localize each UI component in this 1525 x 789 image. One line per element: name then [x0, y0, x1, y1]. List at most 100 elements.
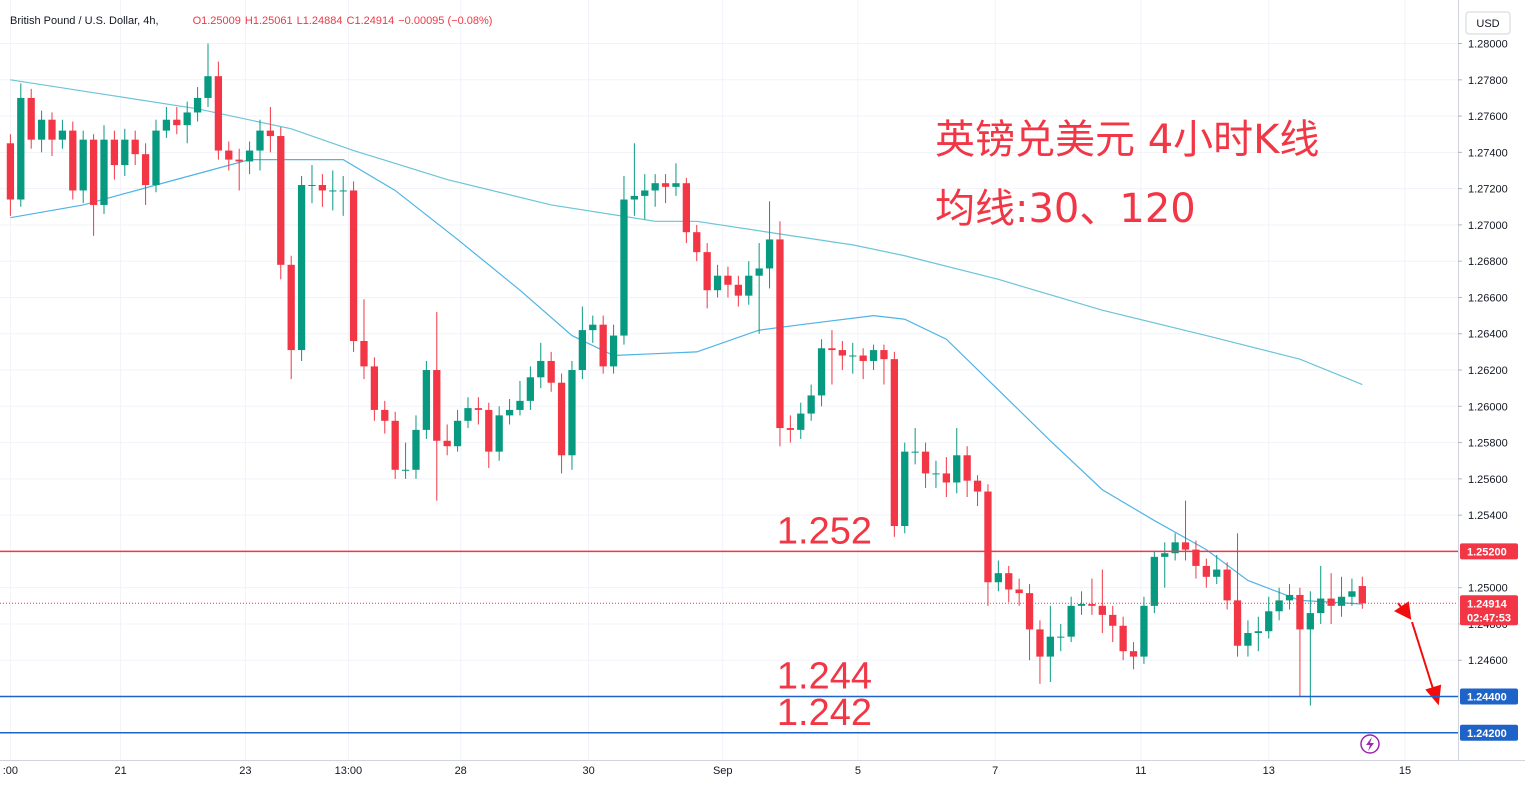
candle-body	[1358, 586, 1366, 604]
y-tick-label: 1.27600	[1468, 111, 1508, 123]
candle-body	[901, 451, 909, 527]
candle-body	[58, 130, 67, 140]
candle-body	[339, 190, 347, 192]
y-tick-label: 1.25800	[1468, 438, 1508, 450]
candle-body	[1005, 573, 1013, 590]
candle-body	[984, 491, 992, 583]
candle-body	[297, 185, 306, 351]
candle-body	[1046, 636, 1054, 657]
level-tag	[1460, 543, 1518, 560]
candle-body	[942, 473, 950, 483]
candle-body	[1233, 600, 1242, 646]
candle-body	[1150, 556, 1158, 606]
icon-bolt	[1366, 737, 1374, 751]
currency-box[interactable]	[1465, 11, 1511, 35]
symbol-title: British Pound / U.S. Dollar, 4h,	[10, 15, 159, 27]
candle-body	[79, 139, 87, 191]
level-tag-label: 1.25200	[1467, 546, 1507, 558]
x-tick-label: Sep	[713, 765, 733, 777]
ohlc-high: H1.25061	[244, 15, 293, 27]
candle-body	[1161, 553, 1169, 557]
candle-body	[1265, 611, 1273, 632]
candle-body	[37, 119, 46, 140]
y-tick-label: 1.27800	[1468, 75, 1508, 87]
candle-body	[485, 409, 493, 452]
candle-body	[672, 183, 680, 187]
candle-body	[443, 440, 451, 447]
candle-body	[745, 275, 753, 296]
candle-body	[277, 136, 285, 265]
candle-body	[953, 455, 961, 483]
candle-body	[880, 350, 888, 360]
y-tick-label: 1.26800	[1468, 256, 1508, 268]
candle-body	[1296, 594, 1304, 630]
candle-body	[1192, 549, 1200, 566]
candle-body	[1254, 631, 1262, 634]
candle-body	[266, 130, 275, 137]
candle-body	[173, 119, 181, 126]
candle-body	[48, 119, 56, 140]
candle-body	[1213, 569, 1221, 577]
candle-body	[329, 190, 337, 192]
candle-body	[235, 159, 243, 162]
candle-body	[890, 359, 898, 527]
candle-body	[1098, 605, 1106, 615]
candle-body	[693, 232, 701, 253]
candle-body	[1088, 604, 1096, 606]
candle-body	[755, 268, 763, 276]
candle-body	[516, 400, 524, 410]
candle-body	[578, 330, 587, 371]
candle-body	[1317, 598, 1325, 614]
x-tick-label: 21	[115, 765, 127, 777]
candle-body	[537, 360, 545, 378]
candle-body	[1337, 596, 1346, 606]
x-tick-label: 23	[239, 765, 251, 777]
candle-body	[630, 195, 639, 200]
candle-body	[349, 190, 358, 342]
arrow	[1394, 601, 1442, 706]
candle-body	[183, 112, 191, 126]
candle-body	[89, 139, 98, 205]
candle-body	[69, 130, 77, 191]
candle-body	[557, 382, 566, 456]
y-tick-label: 1.25600	[1468, 474, 1508, 486]
candle-body	[318, 185, 327, 191]
candle-body	[1171, 542, 1179, 554]
candle-body	[225, 150, 233, 160]
candle-body	[204, 76, 212, 98]
candle-body	[17, 97, 25, 200]
candle-body	[786, 428, 794, 430]
countdown: 02:47:53	[1467, 612, 1511, 624]
candle-body	[1223, 569, 1231, 601]
candle-body	[193, 97, 202, 113]
y-tick-label: 1.26600	[1468, 292, 1508, 304]
candle-body	[141, 154, 150, 186]
candle-body	[682, 183, 691, 233]
candle-body	[589, 324, 597, 331]
candle-body	[474, 408, 483, 410]
x-tick-label: 15	[1399, 765, 1411, 777]
candle-body	[1057, 636, 1065, 638]
arrow-head	[1394, 601, 1412, 620]
last-price-label: 1.24914	[1467, 598, 1508, 610]
replay-icon[interactable]	[1360, 734, 1380, 754]
y-tick-label: 1.26000	[1468, 401, 1508, 413]
grid	[0, 0, 1458, 760]
candle-body	[1119, 625, 1127, 652]
y-tick-label: 1.24600	[1468, 655, 1508, 667]
x-tick-label: 13:00	[335, 765, 363, 777]
candle-body	[828, 348, 836, 351]
candle-body	[453, 420, 462, 447]
candle-body	[932, 473, 940, 475]
candle-body	[110, 139, 119, 166]
candle-body	[547, 360, 555, 383]
candle-body	[27, 97, 35, 140]
candle-body	[287, 264, 295, 351]
candle-body	[308, 185, 316, 187]
candle-body	[422, 370, 431, 430]
candle-body	[1202, 565, 1210, 577]
candle-body	[849, 355, 857, 357]
